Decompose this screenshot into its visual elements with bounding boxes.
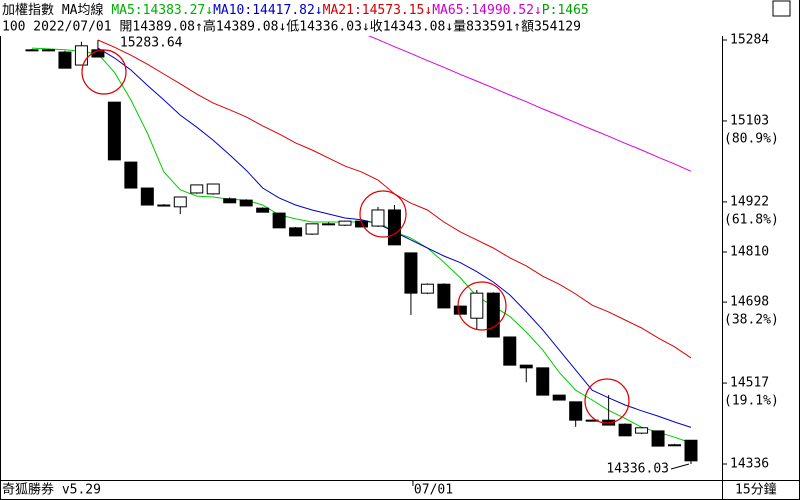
annotation: 14336.03 xyxy=(606,461,669,476)
candle-body xyxy=(503,336,517,366)
candle-body xyxy=(124,161,138,189)
candle-body xyxy=(519,364,533,369)
y-tick-label: 15103 xyxy=(730,113,769,128)
candle-body xyxy=(635,427,649,434)
header-line1: 加權指數 MA均線 MA5:14383.27↓MA10:14417.82↓MA2… xyxy=(2,2,589,18)
y-tick-label: 14922 xyxy=(730,194,769,209)
fib-label: (38.2%) xyxy=(724,313,779,328)
highlight-circle xyxy=(457,281,507,331)
x-tick-label: 07/01 xyxy=(414,483,453,498)
fib-label: (61.8%) xyxy=(724,212,779,227)
fib-label: (19.1%) xyxy=(724,394,779,409)
candle-body xyxy=(618,423,632,437)
candle-body xyxy=(569,401,583,421)
candle-body xyxy=(140,187,154,206)
candle-body xyxy=(107,101,121,161)
candle-body xyxy=(74,45,88,66)
candle-body xyxy=(173,196,187,208)
highlight-circle xyxy=(584,378,630,424)
y-tick-label: 14810 xyxy=(730,245,769,260)
annotation-leader xyxy=(670,463,690,470)
header-segment: MA21:14573.15↓ xyxy=(323,3,433,18)
candle-body xyxy=(420,283,434,294)
candle-body xyxy=(206,183,220,195)
candle-body xyxy=(470,292,484,319)
header-segment: 加權指數 MA均線 xyxy=(2,2,111,18)
candle-body xyxy=(289,227,303,237)
header-segment: MA5:14383.27↓ xyxy=(111,3,213,18)
candle-body xyxy=(305,223,319,235)
candle-body xyxy=(684,439,698,462)
window-button[interactable] xyxy=(772,0,791,17)
candle-body xyxy=(272,212,286,229)
candle-body xyxy=(651,430,665,447)
candle-body xyxy=(404,252,418,294)
footer-left: 奇狐勝券 v5.29 xyxy=(2,482,101,498)
y-tick-label: 15284 xyxy=(730,33,769,48)
candle-body xyxy=(668,444,682,447)
candle-body xyxy=(256,207,270,213)
candle-body xyxy=(437,283,451,309)
candle-body xyxy=(58,51,72,69)
y-tick-label: 14698 xyxy=(730,295,769,310)
candle-body xyxy=(239,199,253,207)
footer-right: 15分鐘 xyxy=(735,482,777,498)
candle-body xyxy=(338,220,352,226)
y-tick-label: 14336 xyxy=(730,457,769,472)
ma-line xyxy=(367,36,692,172)
candle-body xyxy=(387,209,401,246)
candle-body xyxy=(552,394,566,401)
candle-body xyxy=(25,49,39,52)
candle-body xyxy=(223,198,237,204)
plot-area xyxy=(25,36,698,464)
fib-label: (80.9%) xyxy=(724,131,779,146)
annotation: 15283.64 xyxy=(120,36,183,51)
highlight-circle xyxy=(359,190,407,238)
candle-body xyxy=(190,184,204,194)
header-segment: MA65:14990.52↓ xyxy=(432,3,542,18)
candle-body xyxy=(486,292,500,338)
header-line2: 100 2022/07/01 開14389.08↑高14389.08↓低1433… xyxy=(2,19,581,35)
candle-body xyxy=(157,204,171,207)
header-segment: P:1465 xyxy=(542,3,589,18)
candle-body xyxy=(41,49,55,52)
highlight-circle xyxy=(81,49,127,95)
y-tick-label: 14517 xyxy=(730,376,769,391)
candle-body xyxy=(322,223,336,226)
header-segment: MA10:14417.82↓ xyxy=(213,3,323,18)
candle-body xyxy=(536,367,550,396)
candle-body xyxy=(371,209,385,227)
candle-body xyxy=(453,305,467,315)
